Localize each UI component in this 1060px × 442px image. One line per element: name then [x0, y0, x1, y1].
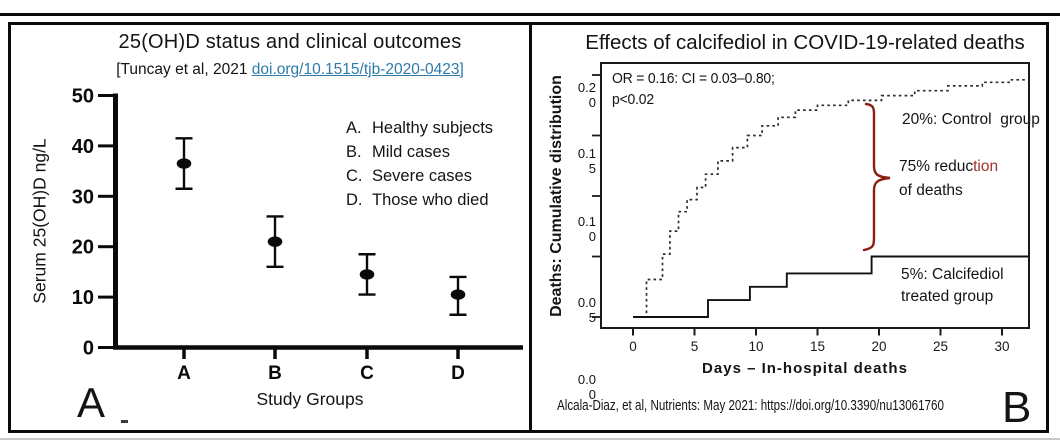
- legend-item: B. Mild cases: [346, 140, 493, 164]
- panel-a-letter: A: [77, 379, 106, 426]
- panel-a-citation: [Tuncay et al, 2021 doi.org/10.1515/tjb-…: [55, 61, 525, 79]
- figure-border: [8, 22, 1049, 433]
- panel-a-legend: A. Healthy subjects B. Mild cases C. Severe…: [346, 116, 493, 212]
- legend-key: D.: [346, 191, 363, 209]
- legend-label: Those who died: [372, 191, 489, 209]
- panel-b-letter: B: [1002, 383, 1032, 432]
- panel-divider: [529, 22, 532, 433]
- panel-b-y-axis-label: Deaths: Cumulative distribution: [548, 75, 565, 317]
- legend-key: C.: [346, 167, 363, 185]
- panel-b-citation: Alcala-Diaz, et al, Nutrients: May 2021:…: [557, 398, 944, 414]
- legend-label: Healthy subjects: [372, 119, 494, 137]
- legend-label: Severe cases: [372, 167, 472, 185]
- reduction-text-red: tion: [973, 158, 999, 175]
- legend-item: C. Severe cases: [346, 164, 493, 188]
- p-value-line: p<0.02: [612, 91, 654, 108]
- reduction-text-black: 75% reduc: [899, 158, 974, 175]
- legend-key: A.: [346, 119, 362, 137]
- odds-ratio-annotation: OR = 0.16: CI = 0.03–0.80; p<0.02: [612, 68, 775, 110]
- reduction-label-line1: 75% reduction: [899, 158, 998, 176]
- odds-ratio-line1: OR = 0.16: CI = 0.03–0.80;: [612, 70, 775, 87]
- y-tick-label: 0.0 5: [577, 295, 596, 325]
- y-tick-label: 0.1 5: [577, 146, 596, 176]
- treated-group-label-line2: treated group: [901, 288, 994, 305]
- treated-group-label-line1: 5%: Calcifediol: [901, 266, 1004, 283]
- y-tick-label: 0.1 0: [577, 214, 596, 244]
- panel-a-title: 25(OH)D status and clinical outcomes: [118, 31, 462, 53]
- y-tick-label: 0.2 0: [577, 80, 596, 110]
- panel-b-title: Effects of calcifediol in COVID-19-relat…: [585, 31, 1025, 54]
- panel-b-x-axis-label: Days – In-hospital deaths: [702, 360, 908, 377]
- panel-a-x-axis-label: Study Groups: [256, 389, 364, 409]
- legend-item: D. Those who died: [346, 188, 493, 212]
- legend-label: Mild cases: [372, 143, 450, 161]
- legend-key: B.: [346, 143, 362, 161]
- control-group-label: 20%: Control group: [902, 111, 1040, 128]
- top-rule: [0, 13, 1060, 16]
- panel-a-y-axis-label: Serum 25(OH)D ng/L: [29, 138, 50, 304]
- legend-item: A. Healthy subjects: [346, 116, 493, 140]
- citation-text: [Tuncay et al, 2021: [116, 61, 252, 78]
- reduction-label-line2: of deaths: [899, 182, 963, 199]
- doi-link[interactable]: doi.org/10.1515/tjb-2020-0423]: [251, 61, 464, 78]
- stray-dash-mark: [121, 420, 128, 423]
- y-tick-label: 0.0 0: [577, 372, 596, 402]
- bottom-shadow-line: [0, 438, 1060, 440]
